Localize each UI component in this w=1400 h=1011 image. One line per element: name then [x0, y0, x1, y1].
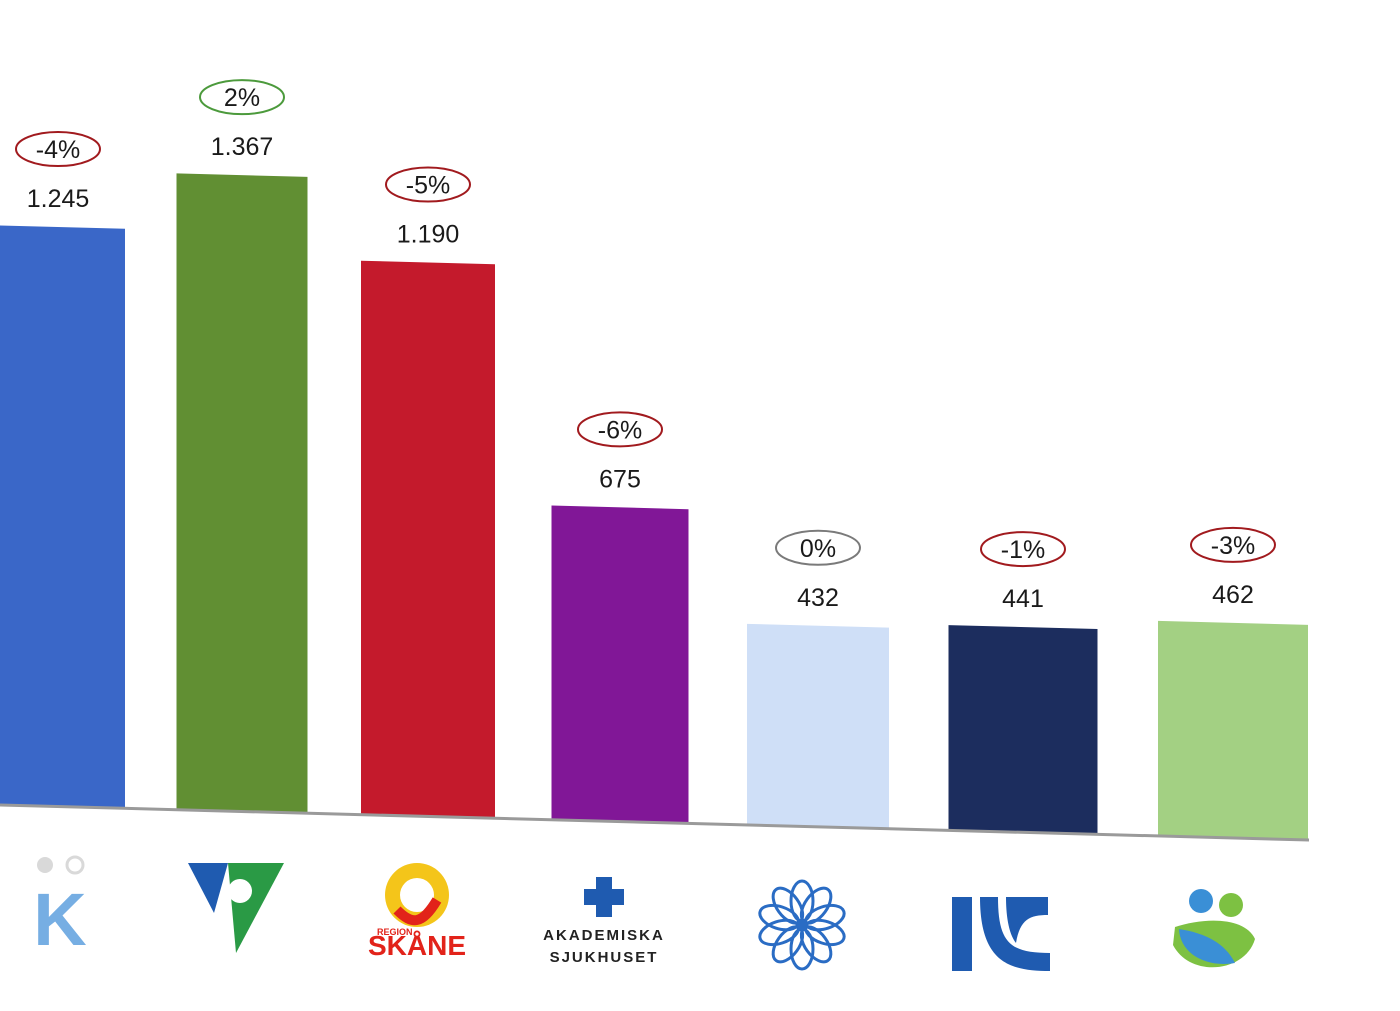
skane-text: SKÅNE [368, 930, 466, 961]
ring-icon [65, 855, 85, 875]
data-label: 1.245 [27, 185, 90, 213]
bar [948, 625, 1098, 835]
bar [1158, 620, 1308, 840]
bar [0, 225, 125, 809]
stripe-top-icon [1006, 897, 1048, 943]
k-letter-logo: K [33, 878, 86, 961]
change-badge-outline [1190, 526, 1276, 563]
change-label: -3% [1211, 532, 1255, 560]
head-icon [1189, 889, 1213, 913]
change-label: -4% [36, 136, 80, 164]
logo-region-skane: REGION SKÅNE [368, 863, 466, 961]
akademiska-line1: AKADEMISKA [543, 927, 665, 944]
change-badge-outline [775, 529, 861, 566]
data-label: 1.367 [211, 133, 274, 161]
bars [0, 173, 1308, 840]
logo-vastra-gotaland [188, 863, 284, 953]
blue-triangle-icon [188, 863, 228, 913]
data-label: 441 [1002, 585, 1044, 613]
bar [361, 260, 495, 819]
head-icon [1219, 893, 1243, 917]
change-badge-outline [385, 166, 471, 203]
data-label: 462 [1212, 581, 1254, 609]
change-badge-outline [577, 411, 663, 448]
x-axis-line [0, 803, 1310, 842]
green-triangle-icon [228, 863, 284, 953]
change-label: 2% [224, 84, 260, 112]
change-label: -1% [1001, 536, 1045, 564]
change-label: -5% [406, 171, 450, 199]
crown-icon [37, 857, 53, 873]
bar [176, 173, 308, 814]
white-swirl-icon [228, 879, 252, 903]
logo-green-figures [1173, 889, 1255, 968]
stripe-icon [952, 897, 972, 971]
data-label: 675 [599, 465, 641, 493]
logo-blue-stripes [952, 897, 1050, 971]
bar [747, 623, 889, 829]
stripe-curve-icon [980, 897, 1050, 971]
logo-blue-flower [758, 879, 846, 971]
bar [551, 505, 689, 824]
change-badge-outline [15, 131, 101, 168]
data-label: 1.190 [397, 220, 460, 248]
flower-icon [758, 879, 846, 971]
change-badge-outline [199, 79, 285, 116]
logo-akademiska: AKADEMISKA SJUKHUSET [543, 877, 665, 966]
flower-center-icon [797, 920, 807, 930]
value-labels: 1.245 -4% 1.367 2% 1.190 -5% 675 -6% 432 0% 441 -1%… [15, 79, 1276, 613]
akademiska-line2: SJUKHUSET [550, 949, 659, 966]
red-griffin-icon [393, 897, 442, 926]
arm-icon [1179, 929, 1235, 964]
logo-k: K [33, 855, 87, 961]
skane-small-text: REGION [377, 927, 413, 937]
change-badge-outline [980, 531, 1066, 568]
change-label: 0% [800, 535, 836, 563]
change-label: -6% [598, 416, 642, 444]
data-label: 432 [797, 584, 839, 612]
